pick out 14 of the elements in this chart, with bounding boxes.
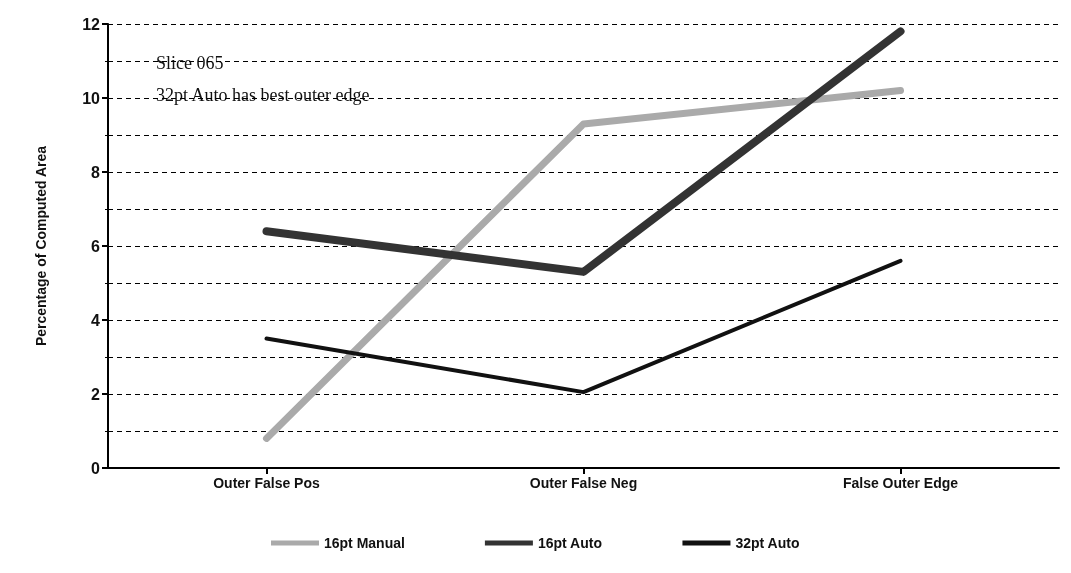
y-tick-label: 4 [91, 311, 101, 329]
x-tick-label: False Outer Edge [842, 475, 959, 491]
legend-label: 32pt Auto [735, 535, 800, 551]
x-tick-label: Outer False Neg [529, 475, 638, 491]
x-tick-label: Outer False Pos [213, 475, 321, 491]
y-tick-label: 6 [91, 237, 101, 255]
y-axis-title: Percentage of Computed Area [33, 145, 49, 347]
y-tick-label: 10 [82, 89, 101, 107]
y-tick-label: 0 [91, 459, 101, 477]
legend-label: 16pt Manual [324, 535, 405, 551]
legend-label: 16pt Auto [537, 535, 602, 551]
y-tick-label: 8 [91, 163, 101, 181]
y-tick-label: 2 [91, 385, 101, 403]
y-tick-label: 12 [82, 15, 101, 33]
